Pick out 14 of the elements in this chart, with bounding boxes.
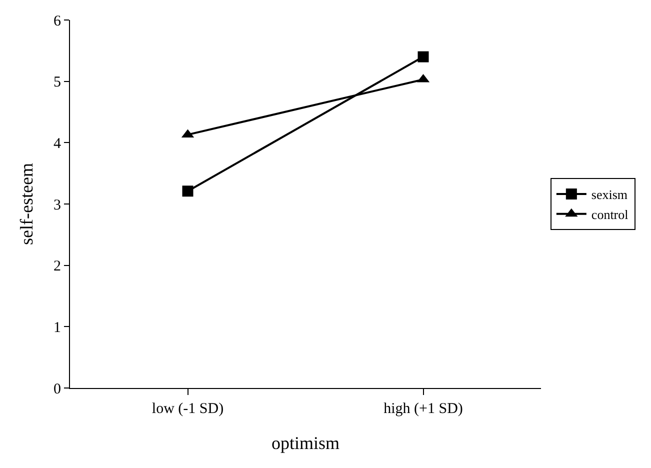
y-axis-title: self-esteem (16, 163, 37, 245)
y-tick-label: 4 (54, 136, 62, 152)
x-axis-title: optimism (271, 433, 340, 454)
y-tick-label: 2 (54, 258, 61, 275)
point (182, 186, 194, 197)
x-tick-label: low (-1 SD) (152, 401, 224, 417)
x-tick-label: high (+1 SD) (384, 401, 463, 417)
legend-label: control (591, 206, 629, 222)
y-tick-label: 3 (54, 197, 61, 214)
y-tick-label: 5 (54, 74, 61, 91)
y-tick-label: 0 (54, 381, 61, 398)
y-tick-label: 6 (54, 13, 62, 30)
legend-label: sexism (591, 187, 628, 202)
y-tick-label: 1 (54, 320, 61, 336)
